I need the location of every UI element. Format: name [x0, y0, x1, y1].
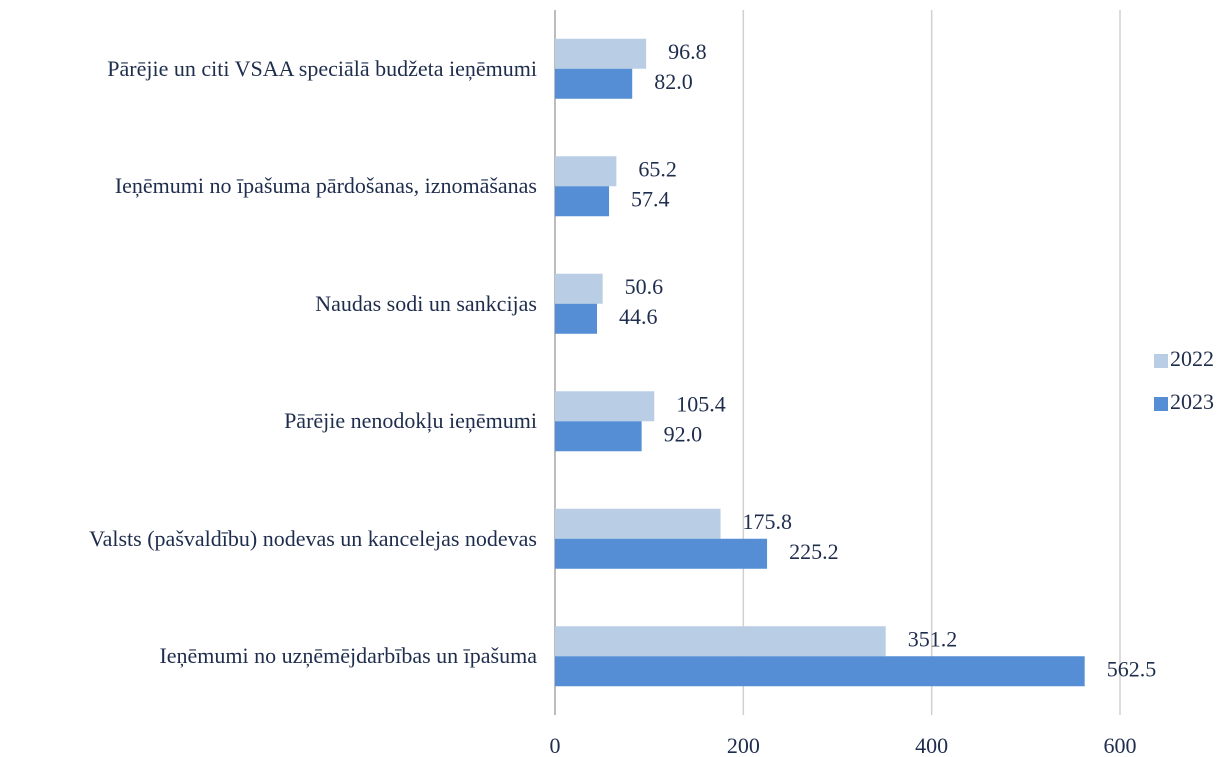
- category-label: Valsts (pašvaldību) nodevas un kanceleja…: [0, 524, 537, 554]
- value-label: 105.4: [676, 391, 726, 416]
- bar: [555, 421, 642, 452]
- value-label: 225.2: [789, 539, 839, 564]
- value-label: 82.0: [654, 69, 693, 94]
- value-label: 562.5: [1107, 656, 1157, 681]
- legend-label: 2023: [1170, 389, 1214, 414]
- category-text: Naudas sodi un sankcijas: [315, 290, 537, 316]
- bar: [555, 273, 603, 304]
- value-label: 57.4: [631, 186, 670, 211]
- bar: [555, 303, 597, 334]
- category-text: Pārējie un citi VSAA speciālā budžeta ie…: [107, 55, 537, 81]
- category-label: Ieņēmumi no uzņēmējdarbības un īpašuma: [0, 641, 537, 671]
- x-tick-label: 400: [915, 733, 948, 757]
- x-tick-label: 600: [1104, 733, 1137, 757]
- bar: [555, 508, 721, 539]
- bar: [555, 38, 647, 69]
- bar: [555, 656, 1085, 687]
- bar: [555, 538, 768, 569]
- category-label: Ieņēmumi no īpašuma pārdošanas, iznomāša…: [0, 171, 537, 201]
- category-text: Ieņēmumi no uzņēmējdarbības un īpašuma: [159, 643, 537, 669]
- category-label: Naudas sodi un sankcijas: [0, 289, 537, 319]
- bar: [555, 156, 617, 187]
- value-label: 351.2: [908, 626, 958, 651]
- bar: [555, 391, 655, 422]
- value-label: 175.8: [743, 509, 793, 534]
- value-label: 65.2: [638, 156, 677, 181]
- legend-label: 2022: [1170, 346, 1214, 371]
- bar: [555, 626, 886, 657]
- bar: [555, 68, 633, 99]
- value-label: 50.6: [625, 274, 664, 299]
- category-text: Valsts (pašvaldību) nodevas un kanceleja…: [89, 525, 537, 551]
- legend-swatch: [1154, 397, 1168, 411]
- x-tick-label: 0: [550, 733, 561, 757]
- category-label: Pārējie un citi VSAA speciālā budžeta ie…: [0, 54, 537, 84]
- category-text: Ieņēmumi no īpašuma pārdošanas, iznomāša…: [114, 173, 537, 199]
- category-text: Pārējie nenodokļu ieņēmumi: [284, 408, 537, 434]
- value-label: 96.8: [668, 39, 707, 64]
- x-tick-label: 200: [727, 733, 760, 757]
- value-label: 44.6: [619, 304, 658, 329]
- value-label: 92.0: [664, 421, 703, 446]
- legend-swatch: [1154, 354, 1168, 368]
- category-label: Pārējie nenodokļu ieņēmumi: [0, 406, 537, 436]
- bar: [555, 186, 610, 217]
